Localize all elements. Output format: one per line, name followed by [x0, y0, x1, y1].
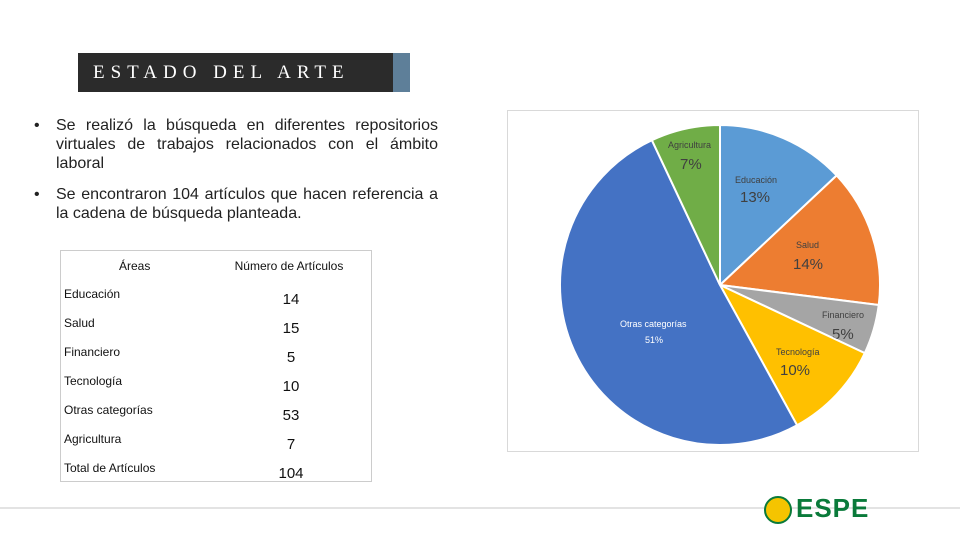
- table-row: Tecnología 10: [61, 368, 371, 397]
- table-cell: Tecnología: [64, 374, 123, 388]
- table-cell: 5: [286, 349, 296, 366]
- table-cell: 53: [282, 407, 300, 424]
- table-cell: 7: [286, 436, 296, 453]
- slice-value-label: 13%: [740, 189, 770, 206]
- table-cell: Otras categorías: [64, 403, 153, 417]
- table-cell: 15: [282, 320, 300, 337]
- table: Áreas Número de Artículos Educación 14 Salud…: [60, 250, 372, 482]
- table-cell: Agricultura: [64, 432, 122, 446]
- table-cell: 10: [282, 378, 300, 395]
- chart-frame: [507, 110, 919, 452]
- pie-slice: [650, 123, 721, 286]
- table-cell: Educación: [64, 287, 121, 301]
- pie-slice: [719, 123, 839, 288]
- pie-slice: [717, 282, 867, 427]
- bullet: Se encontraron 104 artículos que hacen r…: [32, 185, 438, 223]
- bullets: Se realizó la búsqueda en diferentes rep…: [32, 116, 438, 235]
- table-row: Agricultura 7: [61, 426, 371, 455]
- table-cell: 104: [278, 465, 304, 482]
- table-cell: Total de Artículos: [64, 461, 156, 475]
- slice-value-label: 14%: [793, 256, 823, 273]
- slice-label: Educación: [735, 175, 777, 185]
- table-cell: Financiero: [64, 345, 121, 359]
- slice-value-label: 10%: [780, 362, 810, 379]
- table-row: Educación 14: [61, 281, 371, 310]
- pie-slice: [559, 138, 799, 446]
- slice-label: Agricultura: [668, 140, 711, 150]
- bullet: Se realizó la búsqueda en diferentes rep…: [32, 116, 438, 173]
- table-cell: Salud: [64, 316, 95, 330]
- slice-label: Salud: [796, 240, 819, 250]
- slice-label: Financiero: [822, 310, 864, 320]
- table-header: Áreas Número de Artículos: [61, 251, 371, 280]
- table-row: Otras categorías 53: [61, 397, 371, 426]
- header-cell: Número de Artículos: [234, 259, 344, 273]
- title-box: ESTADO DEL ARTE: [78, 53, 410, 92]
- table-row: Salud 15: [61, 310, 371, 339]
- slice-value-label: 51%: [645, 335, 663, 345]
- slice-label: Otras categorías: [620, 319, 687, 329]
- slice-label: Tecnología: [776, 347, 820, 357]
- logo-emblem: [764, 496, 792, 524]
- slice-value-label: 5%: [832, 326, 854, 343]
- table-row: Total de Artículos 104: [61, 455, 371, 484]
- title: ESTADO DEL ARTE: [93, 62, 350, 83]
- logo: ESPE: [796, 493, 870, 523]
- table-row: Financiero 5: [61, 339, 371, 368]
- slice-value-label: 7%: [680, 156, 702, 173]
- table-cell: 14: [282, 291, 300, 308]
- pie-slice: [717, 174, 881, 307]
- header-cell: Áreas: [119, 259, 151, 273]
